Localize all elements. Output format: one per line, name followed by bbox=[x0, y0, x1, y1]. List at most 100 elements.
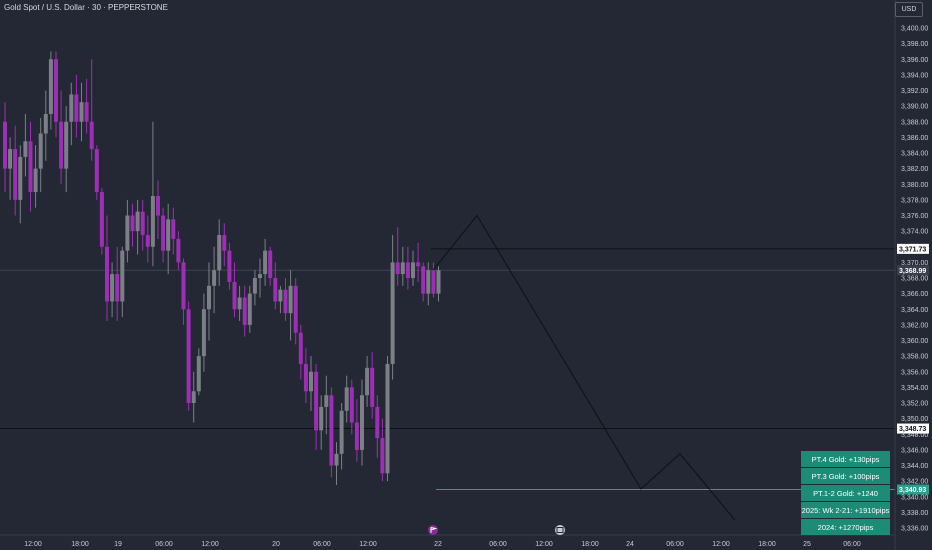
y-tick-label: 3,398.00 bbox=[901, 41, 928, 48]
candle bbox=[48, 51, 53, 130]
candle bbox=[426, 262, 431, 306]
flag-event-icon[interactable] bbox=[428, 525, 438, 535]
candle bbox=[400, 246, 405, 286]
x-tick-label: 24 bbox=[626, 541, 634, 548]
y-tick-label: 3,362.00 bbox=[901, 322, 928, 329]
candle bbox=[273, 262, 278, 310]
candle bbox=[319, 395, 324, 450]
candle bbox=[171, 207, 176, 255]
x-tick-label: 06:00 bbox=[155, 541, 173, 548]
candle bbox=[23, 113, 28, 177]
candle bbox=[360, 379, 364, 466]
candle bbox=[145, 215, 150, 263]
y-tick-label: 3,366.00 bbox=[901, 291, 928, 298]
chart-title: Gold Spot / U.S. Dollar · 30 · PEPPERSTO… bbox=[4, 3, 168, 12]
candle bbox=[38, 117, 43, 193]
x-tick-label: 06:00 bbox=[313, 541, 331, 548]
candle bbox=[84, 78, 89, 134]
y-tick-label: 3,370.00 bbox=[901, 260, 928, 267]
candle bbox=[344, 375, 349, 423]
y-tick-label: 3,382.00 bbox=[901, 166, 928, 173]
x-tick-label: 18:00 bbox=[581, 541, 599, 548]
y-tick-label: 3,396.00 bbox=[901, 57, 928, 64]
y-tick-label: 3,394.00 bbox=[901, 72, 928, 79]
candle bbox=[196, 348, 201, 396]
y-tick-label: 3,340.00 bbox=[901, 494, 928, 501]
candle bbox=[390, 235, 395, 380]
candle bbox=[283, 278, 288, 321]
y-tick-label: 3,352.00 bbox=[901, 401, 928, 408]
y-tick-label: 3,350.00 bbox=[901, 416, 928, 423]
candle bbox=[263, 238, 268, 286]
profit-target-panel: PT.4 Gold: +130pips PT.3 Gold: +100pips … bbox=[801, 451, 890, 536]
candle bbox=[43, 90, 48, 161]
candle bbox=[288, 270, 293, 341]
x-tick-label: 06:00 bbox=[666, 541, 684, 548]
y-tick-label: 3,376.00 bbox=[901, 213, 928, 220]
candle bbox=[156, 180, 160, 239]
price-badge-label: 3,368.99 bbox=[899, 268, 926, 275]
y-tick-label: 3,336.00 bbox=[901, 526, 928, 533]
target-box: PT.1-2 Gold: +1240 bbox=[801, 485, 890, 501]
candle bbox=[125, 199, 130, 263]
candle bbox=[375, 395, 380, 458]
candle bbox=[69, 82, 74, 146]
y-tick-label: 3,378.00 bbox=[901, 197, 928, 204]
candle bbox=[130, 203, 135, 247]
candle bbox=[161, 207, 166, 263]
x-tick-label: 12:00 bbox=[201, 541, 219, 548]
candle bbox=[59, 90, 64, 185]
candle bbox=[140, 199, 145, 251]
candle bbox=[411, 250, 415, 286]
calendar-event-icon[interactable] bbox=[555, 525, 565, 535]
y-tick-label: 3,354.00 bbox=[901, 385, 928, 392]
candle bbox=[395, 227, 400, 286]
x-tick-label: 12:00 bbox=[359, 541, 377, 548]
x-tick-label: 22 bbox=[434, 541, 442, 548]
candle bbox=[227, 242, 232, 290]
x-tick-label: 06:00 bbox=[489, 541, 507, 548]
y-tick-label: 3,392.00 bbox=[901, 88, 928, 95]
candle bbox=[354, 399, 359, 462]
candle bbox=[431, 262, 436, 298]
y-tick-label: 3,338.00 bbox=[901, 510, 928, 517]
currency-button[interactable]: USD bbox=[895, 2, 923, 17]
candle bbox=[8, 137, 13, 200]
y-tick-label: 3,364.00 bbox=[901, 307, 928, 314]
candle bbox=[405, 246, 410, 290]
candle bbox=[115, 246, 120, 321]
price-badge-label: 3,348.73 bbox=[899, 426, 926, 433]
candle bbox=[380, 418, 385, 482]
candle bbox=[94, 145, 99, 200]
price-badge-label: 3,371.73 bbox=[899, 246, 926, 253]
candle bbox=[339, 403, 344, 470]
candle bbox=[33, 145, 38, 208]
y-tick-label: 3,360.00 bbox=[901, 338, 928, 345]
x-tick-label: 18:00 bbox=[71, 541, 89, 548]
candle bbox=[258, 258, 262, 298]
price-badge-label: 3,340.93 bbox=[899, 487, 926, 494]
y-tick-label: 3,348.00 bbox=[901, 432, 928, 439]
y-tick-label: 3,346.00 bbox=[901, 447, 928, 454]
candle bbox=[278, 285, 283, 314]
candle bbox=[268, 246, 273, 286]
candle bbox=[349, 379, 354, 435]
target-box: PT.3 Gold: +100pips bbox=[801, 468, 890, 484]
candle bbox=[232, 262, 237, 318]
candle bbox=[436, 266, 441, 302]
y-tick-label: 3,342.00 bbox=[901, 479, 928, 486]
candle bbox=[293, 278, 298, 345]
candle bbox=[247, 285, 252, 333]
candle bbox=[120, 246, 125, 318]
x-tick-label: 18:00 bbox=[758, 541, 776, 548]
x-tick-label: 20 bbox=[272, 541, 280, 548]
candle bbox=[365, 356, 370, 407]
y-tick-label: 3,374.00 bbox=[901, 229, 928, 236]
candle bbox=[416, 242, 421, 282]
y-tick-label: 3,344.00 bbox=[901, 463, 928, 470]
candle bbox=[181, 258, 186, 325]
y-tick-label: 3,400.00 bbox=[901, 26, 928, 33]
candle bbox=[150, 121, 155, 267]
x-tick-label: 12:00 bbox=[535, 541, 553, 548]
